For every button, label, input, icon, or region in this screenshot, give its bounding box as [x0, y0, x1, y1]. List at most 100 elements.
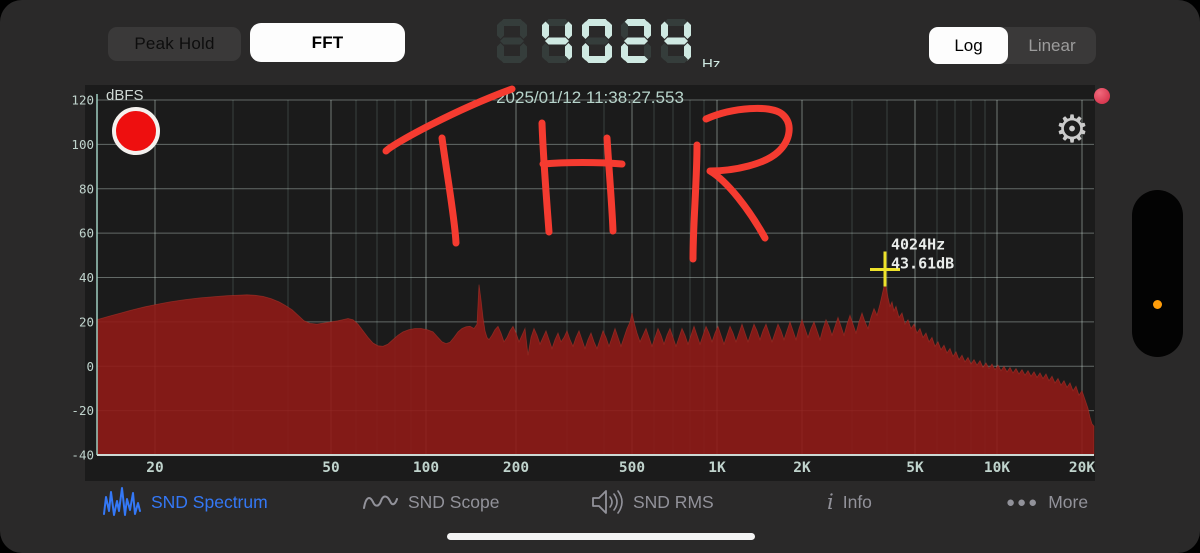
frequency-seven-segment-display: Hz: [497, 19, 720, 67]
thr-stroke: [603, 134, 617, 235]
spectrum-plot: 20 50 100 200 500 1K 2K 5K 10K 20K120100806040200…: [71, 85, 1095, 476]
segment: [664, 37, 688, 45]
tab-snd-rms[interactable]: SND RMS: [590, 483, 714, 521]
linear-scale-button[interactable]: Linear: [1028, 35, 1076, 55]
ghost-digit: [497, 19, 527, 63]
spectrum-waveform-icon: [102, 484, 142, 520]
marker-crosshair[interactable]: [870, 251, 900, 287]
segment: [520, 21, 527, 39]
y-tick-label: -20: [71, 403, 94, 418]
segment: [497, 21, 504, 39]
seven-seg-digit: [621, 19, 651, 63]
segment: [565, 21, 572, 39]
y-tick-label: 0: [86, 359, 94, 374]
segment: [624, 37, 648, 45]
segment: [661, 21, 668, 39]
thr-stroke: [538, 119, 553, 236]
tab-snd-spectrum[interactable]: SND Spectrum: [102, 483, 268, 521]
x-tick-label: 2K: [793, 460, 811, 476]
side-slider[interactable]: [1132, 190, 1183, 357]
segment: [500, 37, 524, 45]
fft-button[interactable]: FFT: [250, 23, 405, 62]
segment: [542, 43, 549, 61]
segment: [545, 56, 569, 63]
x-tick-label: 5K: [906, 460, 924, 476]
tab-label: SND RMS: [633, 491, 714, 512]
thr-hand-drawing: [382, 85, 793, 263]
segment: [520, 43, 527, 61]
tab-label: SND Spectrum: [151, 491, 268, 512]
y-tick-label: 20: [79, 314, 94, 329]
segment: [661, 43, 668, 61]
segment: [624, 56, 648, 63]
slider-dot: [1153, 300, 1162, 309]
spectrum-chart: dBFS 2025/01/12 11:38:27.553 20 50 100 20 0 5…: [71, 85, 1110, 481]
seven-seg-digit: [542, 19, 572, 63]
x-tick-label: 100: [413, 460, 439, 476]
x-tick-label: 50: [322, 460, 339, 476]
speaker-icon: [590, 487, 624, 517]
y-tick-label: 80: [79, 181, 94, 196]
home-indicator[interactable]: [447, 533, 755, 540]
peak-hold-button[interactable]: Peak Hold: [108, 27, 241, 61]
segment: [605, 21, 612, 39]
sine-wave-icon: [362, 490, 399, 514]
x-tick-label: 20K: [1069, 460, 1095, 476]
segment: [582, 21, 589, 39]
settings-gear-icon[interactable]: ⚙: [1054, 109, 1090, 151]
segment: [545, 19, 569, 26]
segment: [585, 37, 609, 45]
y-axis-unit-label: dBFS: [106, 87, 144, 104]
more-ellipsis-icon: ●●●: [1006, 493, 1040, 511]
segment: [582, 43, 589, 61]
segment: [497, 43, 504, 61]
segment: [605, 43, 612, 61]
info-icon: i: [827, 490, 834, 514]
marker-level-label: 43.61dB: [891, 254, 954, 272]
segment: [664, 56, 688, 63]
thr-stroke: [702, 104, 793, 242]
y-tick-label: 60: [79, 226, 94, 241]
segment: [585, 56, 609, 63]
segment: [621, 21, 628, 39]
scale-toggle: Log Linear: [929, 27, 1096, 64]
segment: [545, 37, 569, 45]
segment: [621, 43, 628, 61]
segment: [684, 21, 691, 39]
segment: [500, 56, 524, 63]
tab-bar: SND Spectrum SND Scope SND RMS i Info: [0, 483, 1200, 521]
y-tick-label: -40: [71, 448, 94, 463]
log-scale-button[interactable]: Log: [929, 27, 1008, 64]
y-tick-label: 40: [79, 270, 94, 285]
tab-label: More: [1048, 491, 1089, 512]
x-tick-label: 20: [146, 460, 163, 476]
x-tick-label: 500: [619, 460, 645, 476]
tab-label: SND Scope: [408, 491, 500, 512]
tab-snd-scope[interactable]: SND Scope: [362, 483, 499, 521]
y-tick-label: 120: [71, 93, 94, 108]
thr-stroke: [382, 85, 516, 155]
segment: [684, 43, 691, 61]
x-tick-label: 1K: [708, 460, 726, 476]
segment: [585, 19, 609, 26]
thr-stroke: [689, 141, 701, 263]
thr-stroke: [539, 159, 626, 168]
spectrum-area: [96, 269, 1095, 456]
thr-stroke: [438, 134, 460, 247]
segment: [644, 43, 651, 61]
tab-info[interactable]: i Info: [827, 483, 872, 521]
freq-unit-label: Hz: [702, 56, 720, 67]
seven-seg-digit: [582, 19, 612, 63]
x-tick-label: 10K: [984, 460, 1010, 476]
segment: [500, 19, 524, 26]
timestamp: 2025/01/12 11:38:27.553: [496, 88, 684, 107]
segment: [565, 43, 572, 61]
tab-more[interactable]: ●●● More: [1006, 483, 1088, 521]
status-dot: [1094, 88, 1110, 104]
marker-freq-label: 4024Hz: [891, 235, 945, 253]
segment: [542, 21, 549, 39]
segment: [624, 19, 648, 26]
record-button[interactable]: [112, 107, 160, 155]
tab-label: Info: [842, 491, 872, 512]
